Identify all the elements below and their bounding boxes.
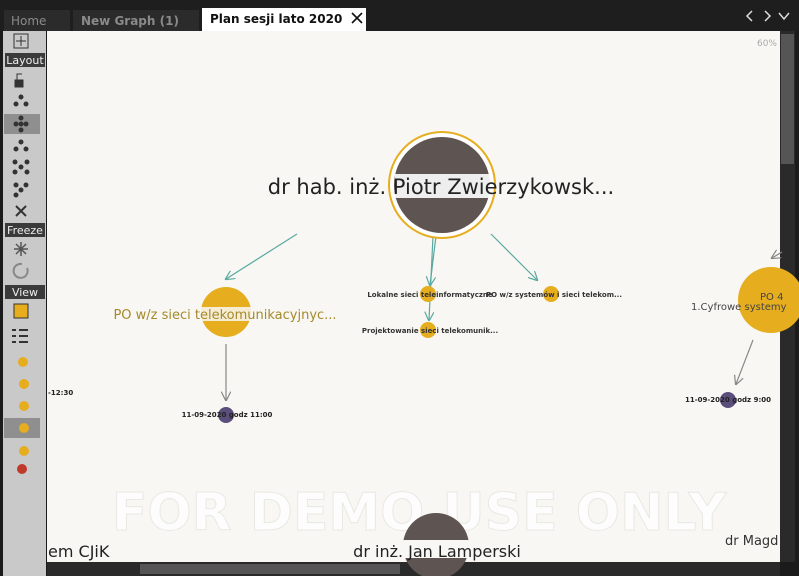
tab-nav[interactable] — [745, 10, 790, 22]
node-label: Projektowanie sieci telekomunik... — [362, 327, 498, 335]
node[interactable]: dr inż. Jan Lamperski — [353, 513, 521, 576]
node-label: 11-09-2020 godz 9:00 — [685, 396, 771, 404]
node-label: PO 4 — [760, 292, 783, 303]
section-header — [5, 285, 45, 299]
zoom-level: 60% — [757, 39, 777, 49]
section-label: Freeze — [7, 224, 43, 237]
edges — [226, 233, 783, 400]
node-label: 11-09-2020 godz 11:00 — [182, 411, 273, 419]
node[interactable]: dr hab. inż. Piotr Zwierzykowsk... — [268, 131, 614, 239]
section-label: View — [12, 286, 38, 299]
node-label: Lokalne sieci teleinformatyczne — [367, 291, 493, 299]
node[interactable]: PO 4 1.Cyfrowe systemy — [691, 267, 799, 333]
section-header — [5, 53, 45, 67]
graph-canvas[interactable] — [47, 31, 780, 562]
section-header — [5, 223, 45, 237]
h-scroll-thumb[interactable] — [140, 564, 400, 574]
node-label: em CJiK — [48, 542, 110, 561]
node[interactable]: PO w/z systemów i sieci telekom... — [486, 286, 622, 302]
tab-label: Plan sesji lato 2020 — [210, 12, 342, 26]
v-scroll-thumb[interactable] — [781, 34, 794, 164]
section-label: Layout — [6, 54, 44, 67]
node[interactable]: Projektowanie sieci telekomunik... — [362, 322, 498, 338]
toolbar-node-icons[interactable] — [17, 357, 29, 474]
node[interactable]: 11-09-2020 godz 11:00 — [182, 407, 273, 423]
node[interactable]: Lokalne sieci teleinformatyczne — [367, 286, 493, 302]
node[interactable]: 11-09-2020 godz 9:00 — [685, 392, 771, 408]
tab-active[interactable] — [202, 8, 366, 31]
close-tab[interactable] — [351, 12, 363, 24]
node-label: dr hab. inż. Piotr Zwierzykowsk... — [268, 175, 614, 199]
tab[interactable] — [4, 10, 70, 31]
toolbar-icons[interactable] — [12, 33, 30, 343]
node[interactable]: PO w/z sieci telekomunikacyjnyc... — [113, 287, 337, 337]
node-label: PO w/z systemów i sieci telekom... — [486, 291, 622, 299]
tab-label: Home — [11, 14, 46, 28]
tab[interactable] — [73, 10, 199, 31]
node-label: PO w/z sieci telekomunikacyjnyc... — [113, 308, 336, 323]
tab-label: New Graph (1) — [81, 14, 179, 28]
node-label: dr inż. Jan Lamperski — [353, 542, 521, 561]
node-label: dr Magd — [725, 534, 778, 549]
node-label: -12:30 — [48, 389, 73, 397]
node-sublabel: 1.Cyfrowe systemy — [691, 302, 787, 313]
